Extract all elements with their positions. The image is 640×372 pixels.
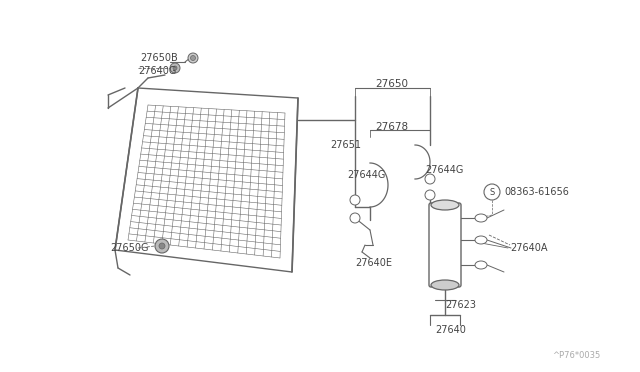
Ellipse shape [431,280,459,290]
Text: 27650G: 27650G [110,243,148,253]
Text: 27650B: 27650B [140,53,178,63]
Text: 27678: 27678 [375,122,408,132]
Text: 27640: 27640 [435,325,466,335]
Ellipse shape [431,200,459,210]
Ellipse shape [475,236,487,244]
Circle shape [173,66,177,70]
Circle shape [350,213,360,223]
FancyBboxPatch shape [429,203,461,287]
Circle shape [425,174,435,184]
Text: 27640E: 27640E [355,258,392,268]
Circle shape [425,190,435,200]
Text: 27644G: 27644G [425,165,463,175]
Circle shape [159,243,165,249]
Text: 27650: 27650 [375,79,408,89]
Text: 27651: 27651 [330,140,361,150]
Text: 27644G: 27644G [347,170,385,180]
Ellipse shape [475,214,487,222]
Circle shape [170,63,180,73]
Text: 27640A: 27640A [510,243,547,253]
Circle shape [155,239,169,253]
Circle shape [484,184,500,200]
Circle shape [188,53,198,63]
Text: S: S [490,187,495,196]
Text: ^P76*0035: ^P76*0035 [552,350,600,359]
Ellipse shape [475,261,487,269]
Circle shape [350,195,360,205]
Text: 27640G: 27640G [138,66,177,76]
Circle shape [191,55,195,61]
Text: 27623: 27623 [445,300,476,310]
Text: 08363-61656: 08363-61656 [504,187,569,197]
